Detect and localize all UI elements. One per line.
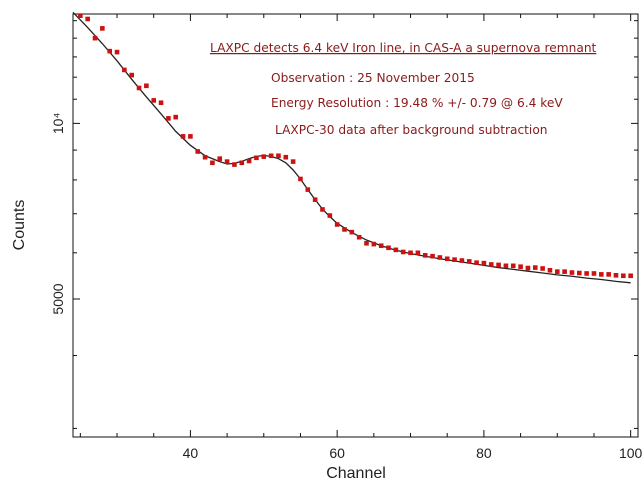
data-point [305,187,311,192]
data-point [444,256,450,262]
data-point [621,273,626,279]
data-point [378,243,384,249]
data-point [254,155,259,161]
annotation-observation: Observation : 25 November 2015 [271,71,475,85]
annotation-box: LAXPC detects 6.4 keV Iron line, in CAS-… [210,41,597,137]
annotation-data-note: LAXPC-30 data after background subtracti… [275,123,548,137]
data-point [569,270,575,275]
data-point [606,272,611,277]
data-point [437,255,443,260]
data-point [613,273,619,278]
data-point [371,241,377,247]
x-tick-label: 60 [329,445,345,461]
data-point [503,263,509,269]
data-point [496,262,501,268]
data-point [532,265,538,270]
data-point [217,156,223,161]
data-point [562,269,567,274]
data-point [599,272,604,277]
data-point [276,153,281,159]
data-point [92,35,98,41]
data-point [422,253,428,258]
data-point [232,162,237,167]
data-point [452,257,457,262]
data-point [356,234,362,240]
y-tick-label: 5000 [50,283,66,314]
data-point [312,197,318,202]
x-axis: 40 60 80 100 [79,14,643,461]
data-point [114,49,120,55]
data-point [239,160,245,166]
data-point [78,13,83,18]
data-point [430,253,435,259]
data-point [628,273,633,279]
data-point [122,67,127,73]
data-point [481,260,487,266]
data-point [459,258,465,263]
data-point [144,83,149,89]
x-tick-label: 100 [619,445,643,461]
data-point [547,267,553,273]
data-point [554,269,560,274]
data-point [488,262,494,267]
data-points [78,13,633,279]
data-point [290,159,296,164]
data-point [100,26,105,31]
data-point [334,222,340,227]
data-point [283,154,289,160]
data-point [518,264,523,269]
data-point [474,260,479,266]
data-point [136,85,142,91]
data-point [173,114,179,120]
data-point [224,159,230,164]
annotation-energy-resolution: Energy Resolution : 19.48 % +/- 0.79 @ 6… [271,96,563,110]
data-point [400,249,406,255]
plot-frame [72,13,639,438]
data-point [584,271,589,276]
x-axis-title: Channel [326,465,386,481]
data-point [246,158,252,164]
data-point [261,154,267,159]
y-axis: 5000 10⁴ [50,20,638,429]
data-point [195,149,201,154]
data-point [202,154,208,160]
y-axis-title: Counts [11,200,28,251]
data-point [576,270,582,276]
data-point [591,271,597,276]
x-tick-label: 40 [183,445,199,461]
data-point [188,134,193,139]
data-point [342,227,347,232]
data-point [510,263,516,269]
data-point [540,266,545,271]
data-point [415,250,421,256]
data-point [151,98,157,103]
data-point [408,250,413,256]
y-tick-label: 10⁴ [50,113,66,135]
data-point [386,245,391,251]
data-point [268,153,274,159]
data-point [210,160,215,166]
data-point [166,116,171,121]
data-point [107,48,112,54]
data-point [180,134,186,139]
data-point [298,176,303,182]
data-point [364,240,369,246]
annotation-title: LAXPC detects 6.4 keV Iron line, in CAS-… [210,41,597,55]
data-point [327,213,333,218]
data-point [393,247,399,253]
x-tick-label: 80 [476,445,492,461]
data-point [466,259,472,264]
data-point [129,72,135,78]
data-point [320,207,325,212]
data-point [85,16,90,22]
data-point [158,100,164,106]
data-point [349,229,355,235]
data-point [525,265,531,271]
